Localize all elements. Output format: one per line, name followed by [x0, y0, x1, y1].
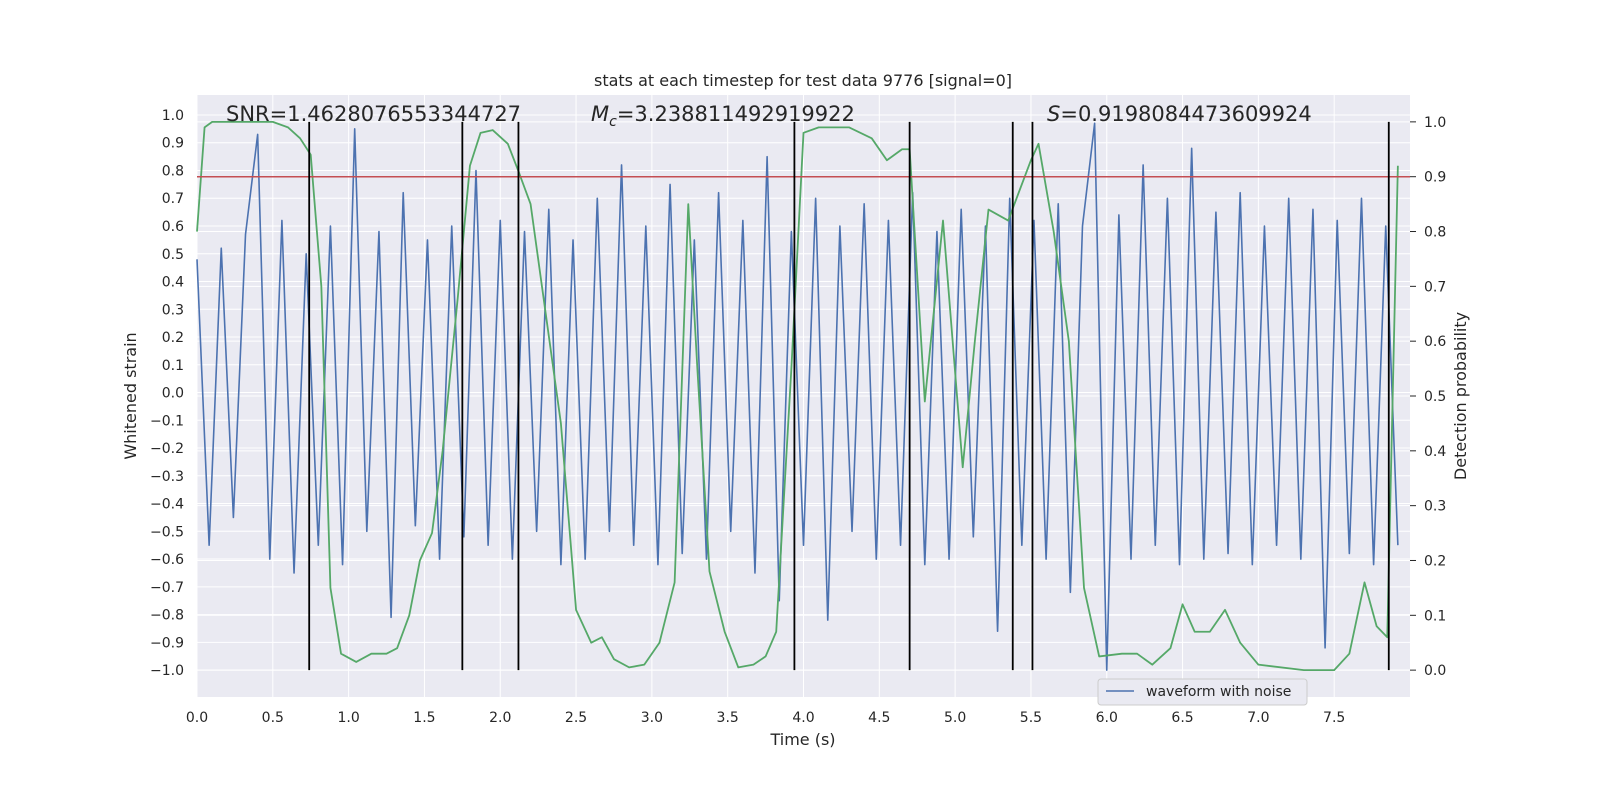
- x-tick-label: 4.0: [792, 710, 814, 726]
- y2-tick-label: 0.2: [1424, 553, 1446, 569]
- y-tick-label: 0.3: [162, 302, 184, 318]
- y2-tick-label: 0.7: [1424, 279, 1446, 295]
- annotation-symbol: M: [591, 102, 609, 126]
- probability-line: [196, 120, 1399, 672]
- x-tick-label: 1.5: [413, 710, 435, 726]
- plot: [196, 120, 1410, 672]
- y-tick-label: 0.7: [162, 191, 184, 207]
- x-tick-label: 5.5: [1020, 710, 1042, 726]
- annotation-symbol: S: [1047, 102, 1060, 126]
- x-tick-label: 4.5: [868, 710, 890, 726]
- y-tick-label: −0.4: [150, 497, 184, 513]
- y-tick-label: 0.1: [162, 358, 184, 374]
- y2-tick-label: 0.3: [1424, 499, 1446, 515]
- annotation: Mc=3.238811492919922: [591, 102, 855, 130]
- annotation-text: =0.9198084473609924: [1060, 102, 1311, 126]
- y-tick-label: 0.6: [162, 219, 184, 235]
- y2-tick-label: 0.6: [1424, 334, 1446, 350]
- y2-tick-label: 0.9: [1424, 170, 1446, 186]
- y-tick-label: 0.2: [162, 330, 184, 346]
- y-tick-label: −1.0: [150, 663, 184, 679]
- annotation: S=0.9198084473609924: [1047, 102, 1312, 126]
- x-tick-label: 7.5: [1323, 710, 1345, 726]
- y-tick-label: −0.5: [150, 524, 184, 540]
- y-tick-label: 0.9: [162, 136, 184, 152]
- y2-tick-label: 0.0: [1424, 663, 1446, 679]
- x-tick-label: 6.5: [1171, 710, 1193, 726]
- waveform-line: [196, 122, 1399, 671]
- annotation-text: =3.238811492919922: [617, 102, 855, 126]
- y-tick-label: −0.1: [150, 413, 184, 429]
- legend-box: [1097, 678, 1308, 706]
- legend-label: waveform with noise: [1146, 684, 1291, 700]
- x-tick-label: 0.5: [262, 710, 284, 726]
- x-tick-label: 6.0: [1096, 710, 1118, 726]
- x-tick-label: 7.0: [1247, 710, 1269, 726]
- x-tick-label: 1.0: [337, 710, 359, 726]
- x-tick-label: 2.5: [565, 710, 587, 726]
- y2-tick-label: 0.4: [1424, 444, 1446, 460]
- x-tick-label: 3.5: [717, 710, 739, 726]
- chart-title: stats at each timestep for test data 977…: [594, 71, 1012, 90]
- y2-tick-label: 0.8: [1424, 225, 1446, 241]
- annotation-subscript: c: [609, 114, 617, 130]
- x-tick-label: 2.0: [489, 710, 511, 726]
- y2-tick-label: 0.5: [1424, 389, 1446, 405]
- y-tick-label: 0.0: [162, 386, 184, 402]
- annotation: SNR=1.4628076553344727: [226, 102, 521, 126]
- x-tick-label: 3.0: [641, 710, 663, 726]
- y-tick-label: −0.6: [150, 552, 184, 568]
- y-tick-label: −0.9: [150, 635, 184, 651]
- legend: waveform with noise: [1097, 678, 1308, 706]
- y-tick-label: −0.7: [150, 580, 184, 596]
- x-tick-label: 0.0: [186, 710, 208, 726]
- y-axis-label: Whitened strain: [121, 332, 140, 459]
- y2-tick-label: 0.1: [1424, 608, 1446, 624]
- x-tick-label: 5.0: [944, 710, 966, 726]
- y2-tick-label: 1.0: [1424, 115, 1446, 131]
- y-tick-label: 1.0: [162, 108, 184, 124]
- y-tick-label: −0.2: [150, 441, 184, 457]
- y-tick-label: 0.5: [162, 247, 184, 263]
- y2-axis-label: Detection probability: [1451, 312, 1470, 480]
- y-tick-label: 0.4: [162, 275, 184, 291]
- x-axis-label: Time (s): [769, 730, 835, 749]
- y-tick-label: −0.8: [150, 608, 184, 624]
- y-tick-label: 0.8: [162, 163, 184, 179]
- y-tick-label: −0.3: [150, 469, 184, 485]
